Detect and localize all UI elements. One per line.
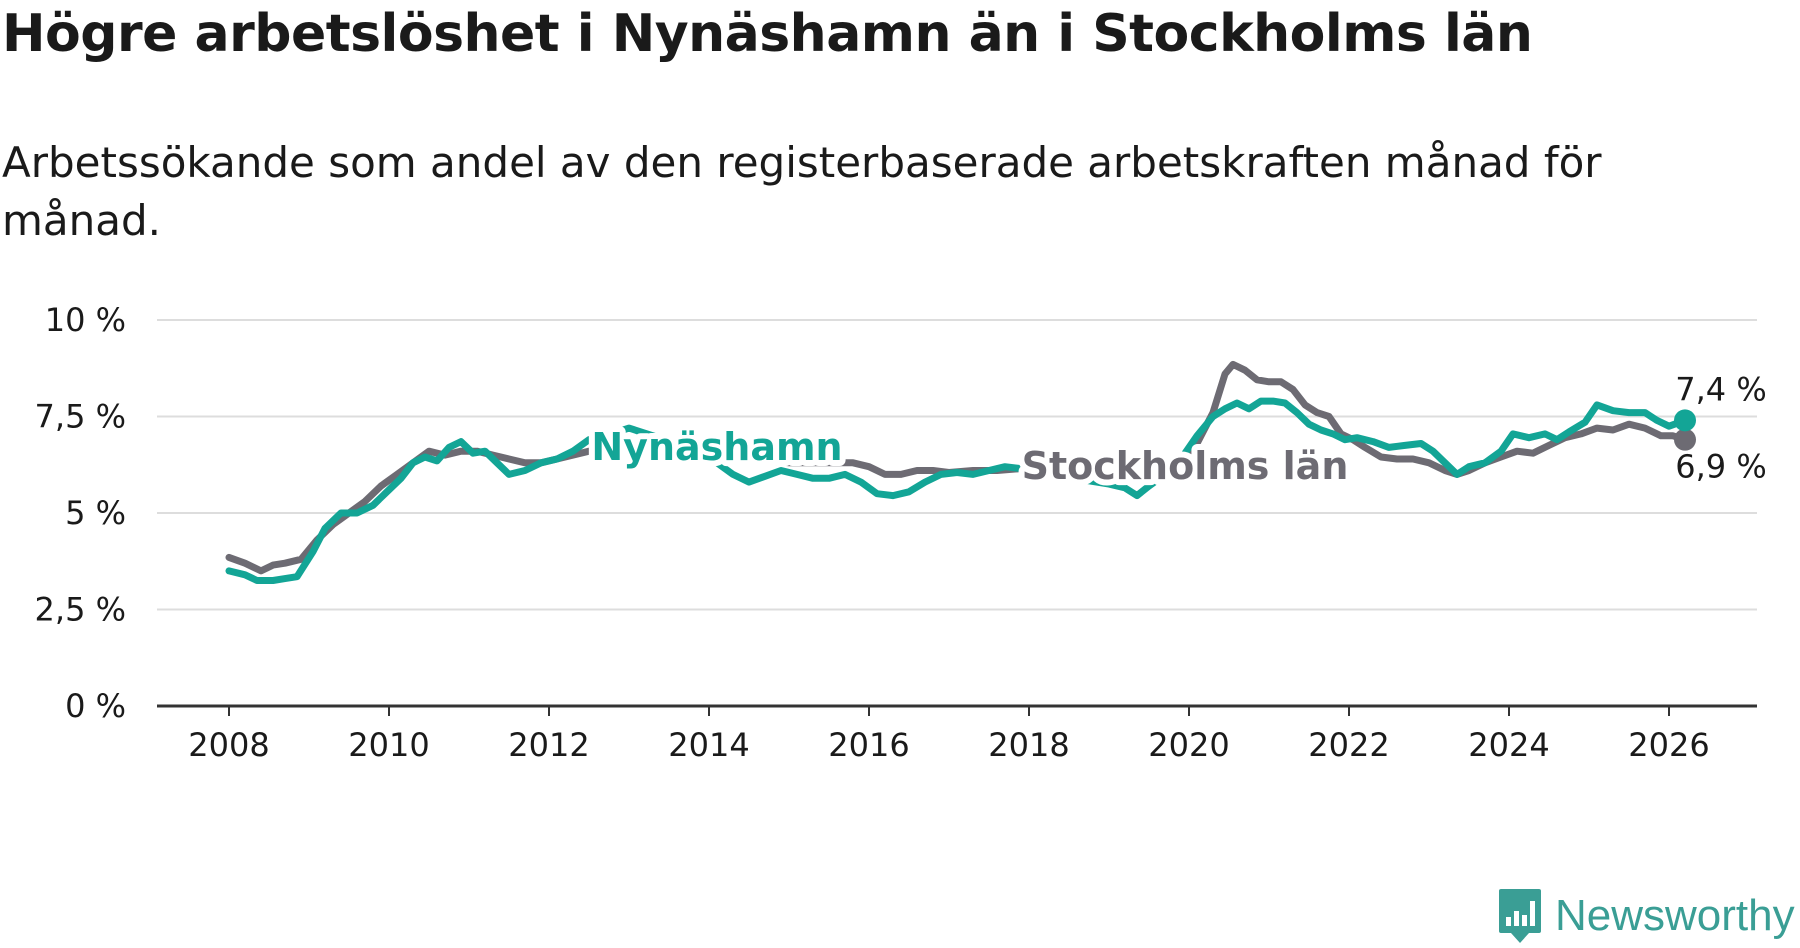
series-layer xyxy=(225,360,1696,584)
end-point-nynashamn xyxy=(1674,409,1696,432)
x-tick-label: 2022 xyxy=(1308,726,1389,764)
x-tick-label: 2018 xyxy=(988,726,1069,764)
end-label-stockholms-lan: 6,9 % xyxy=(1675,448,1766,486)
y-tick-label: 5 % xyxy=(65,494,126,532)
y-tick-label: 2,5 % xyxy=(35,591,126,629)
chart-subtitle: Arbetssökande som andel av den registerb… xyxy=(2,138,1602,245)
x-tick-label: 2014 xyxy=(668,726,749,764)
label-layer: 7,4 % 6,9 % Nynäshamn Stockholms län xyxy=(585,370,1766,494)
x-tick-label: 2012 xyxy=(508,726,589,764)
series-label-stockholms-lan: Stockholms län xyxy=(1022,444,1349,488)
newsworthy-logo-icon xyxy=(1499,889,1541,943)
y-tick-label: 0 % xyxy=(65,687,126,725)
end-label-nynashamn: 7,4 % xyxy=(1675,370,1766,408)
x-tick-label: 2016 xyxy=(828,726,909,764)
newsworthy-logo: Newsworthy xyxy=(1497,888,1795,944)
x-tick-label: 2008 xyxy=(188,726,269,764)
x-tick-label: 2024 xyxy=(1468,726,1549,764)
grid-layer xyxy=(157,319,1757,611)
y-axis: 0 % 2,5 % 5 % 7,5 % 10 % xyxy=(35,301,126,725)
x-tick-label: 2010 xyxy=(348,726,429,764)
y-tick-label: 7,5 % xyxy=(35,398,126,436)
series-line-nynashamn xyxy=(225,397,1689,584)
x-tick-label: 2026 xyxy=(1628,726,1709,764)
series-label-nynashamn: Nynäshamn xyxy=(591,425,842,469)
brand-name: Newsworthy xyxy=(1555,891,1795,940)
end-point-stockholms-lan xyxy=(1674,428,1696,451)
x-axis: 2008 2010 2012 2014 2016 2018 2020 2022 2024 2026 xyxy=(157,704,1757,764)
x-tick-label: 2020 xyxy=(1148,726,1229,764)
y-tick-label: 10 % xyxy=(45,301,126,339)
chart-title: Högre arbetslöshet i Nynäshamn än i Stoc… xyxy=(2,4,1533,64)
